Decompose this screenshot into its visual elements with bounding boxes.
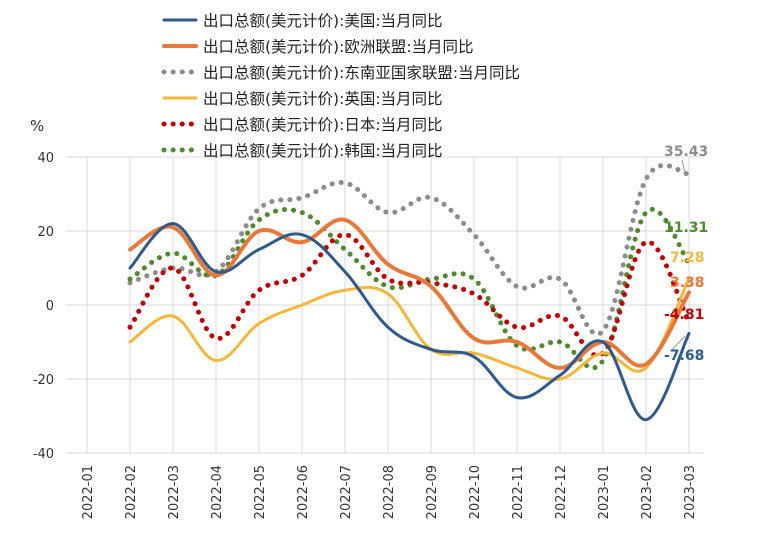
gridlines xyxy=(66,156,704,454)
legend-label-4: 出口总额(美元计价):日本:当月同比 xyxy=(203,116,443,134)
x-tick-label: 2022-07 xyxy=(339,465,354,519)
y-tick-label: 40 xyxy=(37,151,54,166)
end-labels: -7.68 3.38 35.43 7.28 -4.81 11.31 xyxy=(664,144,708,364)
leader-line xyxy=(671,335,686,351)
y-tick-label: 20 xyxy=(37,225,54,240)
x-tick-label: 2022-08 xyxy=(382,465,397,519)
leader-line xyxy=(681,159,686,174)
x-tick-label: 2022-02 xyxy=(124,465,139,519)
legend-label-5: 出口总额(美元计价):韩国:当月同比 xyxy=(203,142,443,160)
end-label-5: 11.31 xyxy=(664,220,708,236)
y-tick-label: -20 xyxy=(33,373,54,388)
x-tick-label: 2022-09 xyxy=(425,465,440,519)
x-tick-label: 2023-02 xyxy=(640,465,655,519)
x-tick-label: 2022-03 xyxy=(167,465,182,519)
x-tick-label: 2022-10 xyxy=(468,465,483,519)
x-tick-label: 2022-05 xyxy=(253,465,268,519)
axes: 40 20 0 -20 -40 2022-01 2022-02 2022-03 2022-04 2… xyxy=(33,151,698,519)
x-tick-label: 2022-11 xyxy=(511,465,526,519)
end-label-1: 3.38 xyxy=(670,275,705,291)
x-tick-label: 2023-03 xyxy=(683,465,698,519)
y-axis-unit-label: % xyxy=(30,117,44,135)
end-label-2: 35.43 xyxy=(664,144,708,160)
x-tick-label: 2022-12 xyxy=(554,465,569,519)
series-line-4 xyxy=(127,232,692,358)
series-line-0 xyxy=(128,222,691,422)
end-label-0: -7.68 xyxy=(664,348,704,364)
series-line-2 xyxy=(127,162,692,337)
end-label-3: 7.28 xyxy=(670,250,705,266)
legend-label-1: 出口总额(美元计价):欧洲联盟:当月同比 xyxy=(203,38,474,56)
end-label-4: -4.81 xyxy=(664,307,704,323)
y-tick-label: 0 xyxy=(46,299,54,314)
legend-label-3: 出口总额(美元计价):英国:当月同比 xyxy=(203,90,443,108)
x-tick-label: 2022-06 xyxy=(296,465,311,519)
series-lines xyxy=(127,162,692,422)
x-tick-label: 2023-01 xyxy=(597,465,612,519)
legend-label-2: 出口总额(美元计价):东南亚国家联盟:当月同比 xyxy=(203,64,520,82)
y-tick-label: -40 xyxy=(33,447,54,462)
legend: 出口总额(美元计价):美国:当月同比出口总额(美元计价):欧洲联盟:当月同比出口… xyxy=(161,12,520,160)
legend-label-0: 出口总额(美元计价):美国:当月同比 xyxy=(203,12,443,30)
series-line-5 xyxy=(127,206,692,371)
series-line-3 xyxy=(128,276,691,381)
x-tick-label: 2022-04 xyxy=(210,465,225,519)
x-tick-label: 2022-01 xyxy=(81,465,96,519)
